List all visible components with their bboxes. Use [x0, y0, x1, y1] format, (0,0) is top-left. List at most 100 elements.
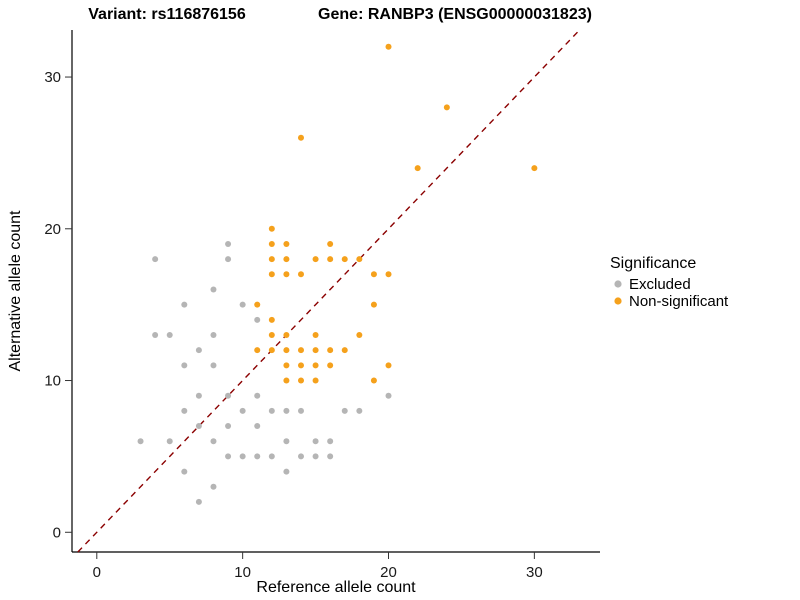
data-point-excluded [166, 332, 173, 339]
data-point-non-significant [356, 332, 363, 339]
data-point-excluded [225, 392, 232, 399]
data-point-non-significant [283, 256, 290, 263]
data-point-excluded [312, 453, 319, 460]
y-tick-label: 20 [44, 221, 61, 238]
x-axis-label: Reference allele count [256, 579, 416, 596]
data-point-non-significant [268, 225, 275, 232]
data-point-non-significant [370, 377, 377, 384]
data-point-non-significant [385, 362, 392, 369]
data-point-excluded [210, 483, 217, 490]
data-point-non-significant [327, 256, 334, 263]
data-point-excluded [356, 407, 363, 414]
data-point-non-significant [312, 332, 319, 339]
data-point-excluded [254, 316, 261, 323]
data-point-excluded [385, 392, 392, 399]
data-point-excluded [268, 453, 275, 460]
data-point-excluded [195, 498, 202, 505]
data-point-excluded [152, 332, 159, 339]
data-point-non-significant [312, 347, 319, 354]
data-point-non-significant [297, 377, 304, 384]
data-point-excluded [210, 438, 217, 445]
data-point-excluded [297, 407, 304, 414]
data-point-excluded [225, 453, 232, 460]
data-point-non-significant [283, 240, 290, 247]
data-point-excluded [181, 301, 188, 308]
data-point-non-significant [312, 377, 319, 384]
data-point-non-significant [312, 362, 319, 369]
data-point-non-significant [385, 271, 392, 278]
y-axis-label: Alternative allele count [7, 210, 24, 372]
data-point-non-significant [414, 165, 421, 172]
data-point-non-significant [327, 240, 334, 247]
data-point-excluded [327, 453, 334, 460]
data-point-excluded [239, 453, 246, 460]
data-point-excluded [283, 438, 290, 445]
y-tick-label: 0 [53, 524, 61, 541]
y-tick-label: 10 [44, 373, 61, 390]
data-point-excluded [181, 362, 188, 369]
data-point-non-significant [341, 256, 348, 263]
identity-line [77, 29, 581, 553]
data-point-excluded [239, 301, 246, 308]
data-point-non-significant [370, 271, 377, 278]
data-point-excluded [268, 407, 275, 414]
data-point-excluded [195, 347, 202, 354]
data-point-excluded [152, 256, 159, 263]
data-point-excluded [225, 423, 232, 430]
data-point-non-significant [268, 271, 275, 278]
data-point-excluded [254, 392, 261, 399]
data-point-excluded [297, 453, 304, 460]
data-point-non-significant [268, 316, 275, 323]
data-point-non-significant [268, 256, 275, 263]
data-point-excluded [181, 407, 188, 414]
data-point-non-significant [370, 301, 377, 308]
data-point-non-significant [283, 271, 290, 278]
y-axis-ticks: 0 10 20 30 [44, 69, 72, 541]
data-point-excluded [239, 407, 246, 414]
data-point-excluded [137, 438, 144, 445]
data-point-non-significant [297, 134, 304, 141]
x-tick-label: 10 [234, 564, 251, 581]
x-tick-label: 30 [526, 564, 543, 581]
data-point-excluded [210, 332, 217, 339]
data-point-excluded [181, 468, 188, 475]
data-point-excluded [254, 453, 261, 460]
x-tick-label: 0 [93, 564, 101, 581]
x-tick-label: 20 [380, 564, 397, 581]
data-point-non-significant [283, 332, 290, 339]
legend-label-excluded: Excluded [629, 276, 691, 293]
legend-label-non-significant: Non-significant [629, 293, 729, 310]
data-point-non-significant [443, 104, 450, 111]
data-point-non-significant [297, 271, 304, 278]
data-point-non-significant [385, 43, 392, 50]
y-tick-label: 30 [44, 69, 61, 86]
data-point-non-significant [254, 301, 261, 308]
data-point-excluded [327, 438, 334, 445]
data-point-non-significant [268, 240, 275, 247]
data-point-non-significant [327, 362, 334, 369]
data-point-excluded [210, 362, 217, 369]
data-point-non-significant [356, 256, 363, 263]
legend: Significance Excluded Non-significant [610, 255, 729, 310]
data-point-non-significant [268, 347, 275, 354]
data-point-excluded [225, 240, 232, 247]
data-point-excluded [312, 438, 319, 445]
plot-title-gene: Gene: RANBP3 (ENSG00000031823) [318, 6, 592, 23]
data-point-non-significant [297, 347, 304, 354]
identity-line-group [77, 29, 581, 553]
data-point-excluded [254, 423, 261, 430]
data-point-non-significant [283, 377, 290, 384]
data-point-non-significant [297, 362, 304, 369]
data-point-excluded [341, 407, 348, 414]
data-points-group [137, 43, 538, 505]
x-axis-ticks: 0 10 20 30 [93, 552, 543, 581]
legend-title: Significance [610, 255, 696, 272]
data-point-non-significant [327, 347, 334, 354]
data-point-non-significant [283, 347, 290, 354]
data-point-excluded [210, 286, 217, 293]
data-point-excluded [283, 407, 290, 414]
legend-swatch-excluded-icon [614, 280, 622, 288]
data-point-excluded [283, 468, 290, 475]
